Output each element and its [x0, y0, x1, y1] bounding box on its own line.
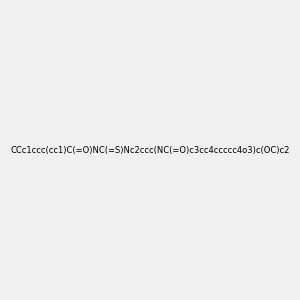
Text: CCc1ccc(cc1)C(=O)NC(=S)Nc2ccc(NC(=O)c3cc4ccccc4o3)c(OC)c2: CCc1ccc(cc1)C(=O)NC(=S)Nc2ccc(NC(=O)c3cc…: [10, 146, 290, 154]
